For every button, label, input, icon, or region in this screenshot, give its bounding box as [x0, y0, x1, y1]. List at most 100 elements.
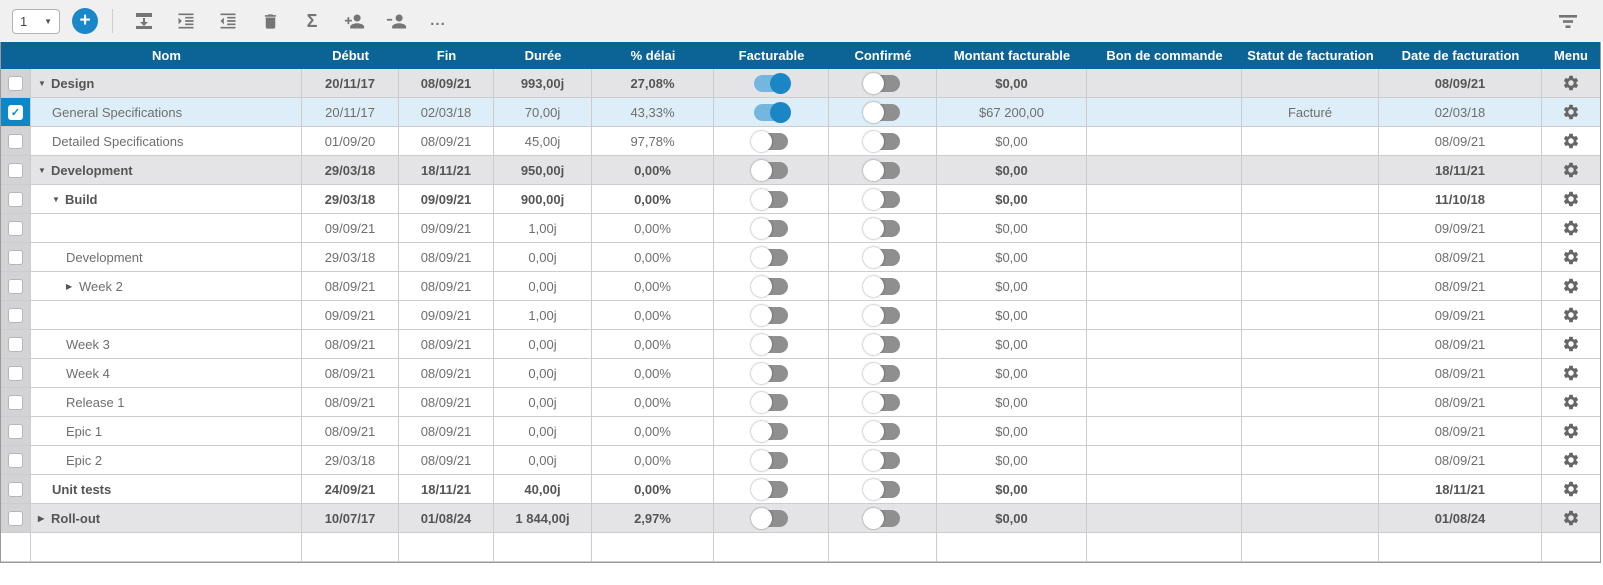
row-checkbox[interactable]	[8, 75, 23, 91]
table-row[interactable]: Release 1 08/09/21 08/09/21 0,00j 0,00% …	[1, 388, 1600, 417]
facturable-toggle[interactable]	[751, 420, 788, 442]
confirme-toggle[interactable]	[862, 478, 900, 500]
facturable-toggle[interactable]	[751, 449, 788, 471]
table-row[interactable]: General Specifications 20/11/17 02/03/18…	[1, 98, 1600, 127]
facturable-toggle[interactable]	[754, 72, 791, 94]
row-checkbox[interactable]	[8, 133, 23, 149]
col-header-duree[interactable]: Durée	[524, 48, 562, 63]
col-header-statut-facturation[interactable]: Statut de facturation	[1247, 48, 1374, 63]
gear-icon[interactable]	[1562, 74, 1580, 92]
table-row[interactable]: 09/09/21 09/09/21 1,00j 0,00% $0,00 09/0…	[1, 301, 1600, 330]
gear-icon[interactable]	[1562, 393, 1580, 411]
gear-icon[interactable]	[1562, 132, 1580, 150]
confirme-toggle[interactable]	[862, 391, 900, 413]
table-row[interactable]: ▼ Design 20/11/17 08/09/21 993,00j 27,08…	[1, 69, 1600, 98]
facturable-toggle[interactable]	[751, 362, 788, 384]
gear-icon[interactable]	[1562, 219, 1580, 237]
table-row[interactable]: Development 29/03/18 08/09/21 0,00j 0,00…	[1, 243, 1600, 272]
expand-arrow-icon[interactable]: ▼	[38, 165, 46, 175]
expand-arrow-icon[interactable]: ▶	[66, 281, 73, 291]
row-checkbox[interactable]	[8, 307, 23, 323]
confirme-toggle[interactable]	[862, 333, 900, 355]
gear-icon[interactable]	[1562, 248, 1580, 266]
col-header-montant[interactable]: Montant facturable	[953, 48, 1071, 63]
confirme-toggle[interactable]	[862, 304, 900, 326]
facturable-toggle[interactable]	[754, 101, 791, 123]
table-row[interactable]: ▶ Week 2 08/09/21 08/09/21 0,00j 0,00% $…	[1, 272, 1600, 301]
facturable-toggle[interactable]	[751, 333, 788, 355]
gear-icon[interactable]	[1562, 277, 1580, 295]
confirme-toggle[interactable]	[862, 246, 900, 268]
gear-icon[interactable]	[1562, 161, 1580, 179]
facturable-toggle[interactable]	[751, 246, 788, 268]
insert-row-button[interactable]	[131, 8, 157, 34]
row-checkbox[interactable]	[8, 394, 23, 410]
row-count-select[interactable]: 1 ▼	[12, 8, 60, 34]
table-row[interactable]: 09/09/21 09/09/21 1,00j 0,00% $0,00 09/0…	[1, 214, 1600, 243]
col-header-debut[interactable]: Début	[332, 48, 369, 63]
remove-user-button[interactable]	[383, 8, 409, 34]
delete-button[interactable]	[257, 8, 283, 34]
confirme-toggle[interactable]	[862, 275, 900, 297]
row-checkbox[interactable]	[8, 452, 23, 468]
confirme-toggle[interactable]	[862, 362, 900, 384]
row-checkbox[interactable]	[8, 481, 23, 497]
row-checkbox[interactable]	[8, 365, 23, 381]
table-row[interactable]: Week 4 08/09/21 08/09/21 0,00j 0,00% $0,…	[1, 359, 1600, 388]
row-checkbox[interactable]	[8, 249, 23, 265]
col-header-bon-de-commande[interactable]: Bon de commande	[1106, 48, 1223, 63]
confirme-toggle[interactable]	[862, 507, 900, 529]
gear-icon[interactable]	[1562, 335, 1580, 353]
row-checkbox[interactable]	[8, 423, 23, 439]
confirme-toggle[interactable]	[862, 420, 900, 442]
more-button[interactable]: ...	[425, 8, 451, 34]
table-row[interactable]: ▶ Roll-out 10/07/17 01/08/24 1 844,00j 2…	[1, 504, 1600, 533]
gear-icon[interactable]	[1562, 306, 1580, 324]
indent-button[interactable]	[173, 8, 199, 34]
confirme-toggle[interactable]	[862, 130, 900, 152]
confirme-toggle[interactable]	[862, 159, 900, 181]
gear-icon[interactable]	[1562, 509, 1580, 527]
table-row[interactable]: Week 3 08/09/21 08/09/21 0,00j 0,00% $0,…	[1, 330, 1600, 359]
gear-icon[interactable]	[1562, 480, 1580, 498]
confirme-toggle[interactable]	[862, 449, 900, 471]
row-checkbox[interactable]	[8, 191, 23, 207]
row-checkbox[interactable]	[8, 278, 23, 294]
table-row[interactable]	[1, 533, 1600, 562]
row-checkbox[interactable]	[8, 220, 23, 236]
expand-arrow-icon[interactable]: ▼	[38, 78, 46, 88]
col-header-date-facturation[interactable]: Date de facturation	[1401, 48, 1520, 63]
col-header-fin[interactable]: Fin	[436, 48, 457, 63]
col-header-facturable[interactable]: Facturable	[738, 48, 805, 63]
table-row[interactable]: Epic 2 29/03/18 08/09/21 0,00j 0,00% $0,…	[1, 446, 1600, 475]
facturable-toggle[interactable]	[751, 130, 788, 152]
table-row[interactable]: Detailed Specifications 01/09/20 08/09/2…	[1, 127, 1600, 156]
confirme-toggle[interactable]	[862, 101, 900, 123]
row-checkbox[interactable]	[8, 336, 23, 352]
add-user-button[interactable]	[341, 8, 367, 34]
row-checkbox[interactable]	[8, 104, 23, 120]
add-task-button[interactable]: +	[72, 8, 98, 34]
row-checkbox[interactable]	[8, 510, 23, 526]
table-row[interactable]: ▼ Build 29/03/18 09/09/21 900,00j 0,00% …	[1, 185, 1600, 214]
col-header-delai[interactable]: % délai	[630, 48, 676, 63]
table-row[interactable]: ▼ Development 29/03/18 18/11/21 950,00j …	[1, 156, 1600, 185]
gear-icon[interactable]	[1562, 190, 1580, 208]
gear-icon[interactable]	[1562, 103, 1580, 121]
facturable-toggle[interactable]	[751, 304, 788, 326]
gear-icon[interactable]	[1562, 364, 1580, 382]
confirme-toggle[interactable]	[862, 188, 900, 210]
col-header-nom[interactable]: Nom	[152, 48, 181, 63]
table-row[interactable]: Epic 1 08/09/21 08/09/21 0,00j 0,00% $0,…	[1, 417, 1600, 446]
facturable-toggle[interactable]	[751, 188, 788, 210]
sum-button[interactable]: Σ	[299, 8, 325, 34]
filter-button[interactable]	[1555, 8, 1581, 34]
expand-arrow-icon[interactable]: ▼	[52, 194, 60, 204]
confirme-toggle[interactable]	[862, 72, 900, 94]
facturable-toggle[interactable]	[751, 507, 788, 529]
facturable-toggle[interactable]	[751, 275, 788, 297]
col-header-confirme[interactable]: Confirmé	[854, 48, 912, 63]
facturable-toggle[interactable]	[751, 159, 788, 181]
table-row[interactable]: Unit tests 24/09/21 18/11/21 40,00j 0,00…	[1, 475, 1600, 504]
outdent-button[interactable]	[215, 8, 241, 34]
